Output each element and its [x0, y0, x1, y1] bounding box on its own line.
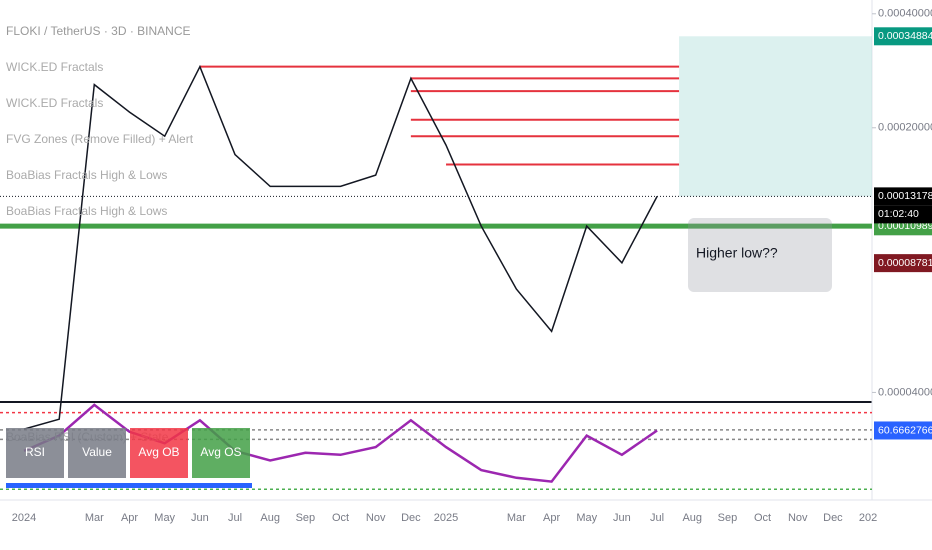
x-tick-label: Jun — [613, 512, 631, 524]
x-tick-label: May — [154, 512, 175, 524]
indicator-label: WICK.ED Fractals — [6, 96, 103, 110]
rsi-value-label: 60.66627665 — [878, 424, 932, 436]
x-tick-label: 202 — [859, 512, 877, 524]
table-cell — [192, 428, 250, 478]
x-tick-label: Aug — [682, 512, 702, 524]
table-header: Avg OB — [138, 445, 179, 459]
x-tick-label: 2024 — [12, 512, 36, 524]
table-header: Value — [82, 445, 112, 459]
x-tick-label: Mar — [85, 512, 104, 524]
annotation: Higher low?? — [696, 245, 778, 261]
x-tick-label: 2025 — [434, 512, 458, 524]
price-label-bg — [874, 254, 932, 273]
x-tick-label: Oct — [754, 512, 771, 524]
x-tick-label: Jul — [228, 512, 242, 524]
countdown-bg — [874, 205, 932, 224]
target-zone — [679, 36, 872, 197]
price-label: 0.00013178 — [878, 190, 932, 202]
symbol-title: FLOKI / TetherUS · 3D · BINANCE — [6, 24, 191, 38]
price-label: 0.00008781 — [878, 257, 932, 269]
x-tick-label: Apr — [121, 512, 138, 524]
x-tick-label: Sep — [296, 512, 316, 524]
x-tick-label: Oct — [332, 512, 349, 524]
table-cell — [6, 428, 64, 478]
state-bar — [6, 483, 252, 488]
table-header: Avg OS — [200, 445, 241, 459]
x-tick-label: Dec — [401, 512, 421, 524]
rsi-label-bg — [874, 421, 932, 440]
y-tick-label: 0.00020000 — [878, 122, 932, 134]
x-tick-label: Mar — [507, 512, 526, 524]
x-tick-label: Dec — [823, 512, 843, 524]
price-label-bg — [874, 27, 932, 46]
price-label: 0.00034884 — [878, 30, 932, 42]
table-cell — [130, 428, 188, 478]
x-tick-label: Nov — [788, 512, 808, 524]
indicator-label: WICK.ED Fractals — [6, 60, 103, 74]
price-label-bg — [874, 187, 932, 206]
countdown: 01:02:40 — [878, 208, 919, 220]
table-header: RSI — [25, 445, 45, 459]
x-tick-label: Nov — [366, 512, 386, 524]
rsi-line — [23, 403, 658, 483]
y-tick-label: 0.00004000 — [878, 386, 932, 398]
price-line — [23, 64, 658, 430]
annotation-box — [688, 218, 832, 292]
x-tick-label: May — [576, 512, 597, 524]
indicator-label: BoaBias Fractals High & Lows — [6, 204, 167, 218]
indicator-label: BoaBias Fractals High & Lows — [6, 168, 167, 182]
y-tick-label: 0.00040000 — [878, 8, 932, 20]
x-tick-label: Jul — [650, 512, 664, 524]
x-tick-label: Sep — [718, 512, 738, 524]
x-tick-label: Aug — [260, 512, 280, 524]
x-tick-label: Jun — [191, 512, 209, 524]
table-cell — [68, 428, 126, 478]
x-tick-label: Apr — [543, 512, 560, 524]
indicator-label: FVG Zones (Remove Filled) + Alert — [6, 132, 194, 146]
